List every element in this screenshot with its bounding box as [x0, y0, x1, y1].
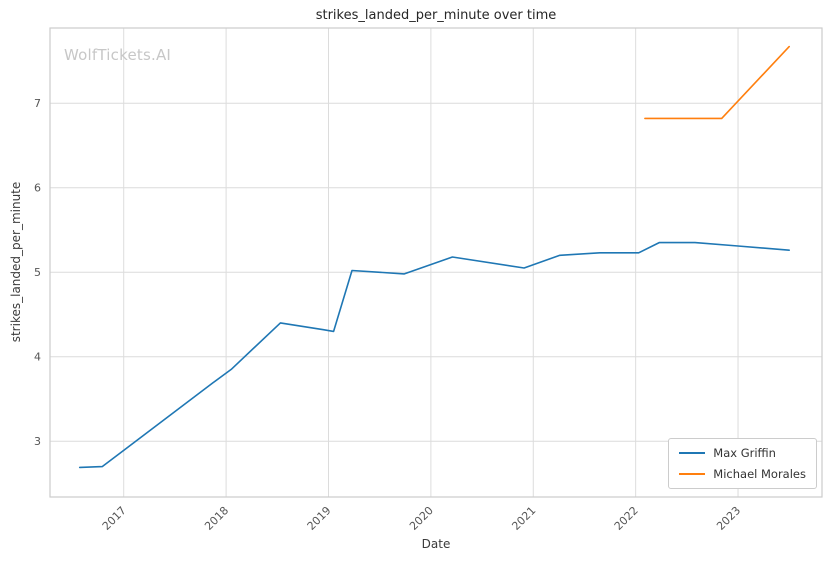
series-line-max-griffin	[78, 241, 791, 469]
y-tick-label: 4	[34, 351, 41, 364]
watermark: WolfTickets.AI	[64, 46, 172, 64]
chart-title: strikes_landed_per_minute over time	[315, 8, 557, 23]
x-tick-label: 2019	[305, 504, 334, 533]
legend-item-michael-morales: Michael Morales	[679, 467, 806, 481]
x-axis-label: Date	[421, 537, 451, 551]
y-tick-label: 5	[34, 266, 41, 279]
y-tick-label: 6	[34, 182, 41, 195]
y-axis-label: strikes_landed_per_minute	[9, 181, 23, 343]
legend-swatch-max-griffin	[679, 452, 706, 454]
plot-border	[49, 27, 823, 498]
legend-label-michael-morales: Michael Morales	[713, 467, 806, 481]
x-tick-label: 2017	[100, 504, 129, 533]
y-tick-label: 3	[34, 435, 41, 448]
legend: Max Griffin Michael Morales	[668, 438, 817, 489]
legend-swatch-michael-morales	[679, 473, 706, 475]
x-tick-label: 2023	[714, 504, 743, 533]
legend-item-max-griffin: Max Griffin	[679, 446, 806, 460]
legend-label-max-griffin: Max Griffin	[713, 446, 776, 460]
y-tick-label: 7	[34, 97, 41, 110]
x-tick-label: 2020	[407, 504, 436, 533]
x-tick-label: 2018	[202, 504, 231, 533]
x-tick-label: 2021	[509, 504, 538, 533]
x-tick-label: 2022	[612, 504, 641, 533]
series-line-michael-morales	[644, 45, 791, 120]
